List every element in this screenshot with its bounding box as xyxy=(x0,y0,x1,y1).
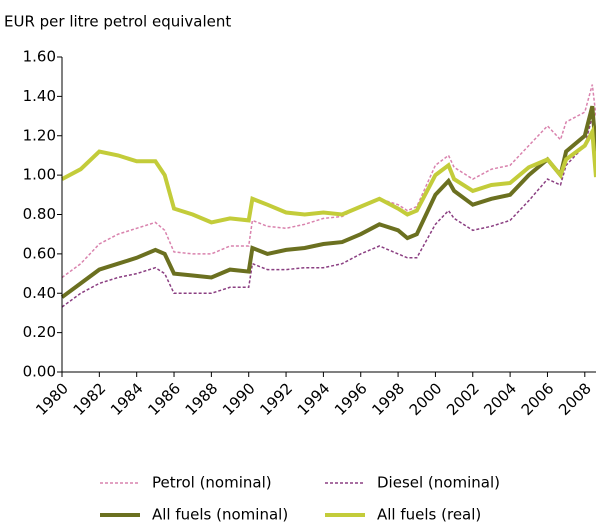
y-tick-label: 0.00 xyxy=(23,363,56,381)
x-tick-label: 1980 xyxy=(32,379,72,419)
x-tick-label: 1988 xyxy=(182,379,222,419)
legend-label: All fuels (real) xyxy=(377,506,481,523)
series-line xyxy=(60,105,596,299)
x-tick-label: 1982 xyxy=(70,379,110,419)
x-tick-label: 1990 xyxy=(219,379,259,419)
legend-label: Petrol (nominal) xyxy=(152,474,272,492)
x-tick-label: 1996 xyxy=(331,379,371,419)
x-tick-label: 1984 xyxy=(107,379,147,419)
y-axis-label: EUR per litre petrol equivalent xyxy=(4,13,231,31)
series-line xyxy=(61,115,596,308)
series-line xyxy=(61,124,596,225)
x-tick-label: 2000 xyxy=(406,379,446,419)
x-tick-label: 2002 xyxy=(443,379,483,419)
y-tick-label: 0.60 xyxy=(23,244,56,262)
x-tick-label: 1986 xyxy=(144,379,184,419)
y-tick-label: 1.20 xyxy=(23,126,56,144)
y-tick-label: 0.40 xyxy=(23,284,56,302)
y-tick-label: 1.60 xyxy=(23,48,56,66)
y-tick-label: 1.00 xyxy=(23,166,56,184)
x-tick-label: 2006 xyxy=(518,379,558,419)
x-tick-label: 2004 xyxy=(480,379,520,419)
x-tick-label: 1998 xyxy=(368,379,408,419)
legend-label: All fuels (nominal) xyxy=(152,506,288,523)
series-line xyxy=(61,84,596,279)
x-tick-label: 1992 xyxy=(256,379,296,419)
x-tick-label: 2008 xyxy=(555,379,595,419)
x-tick-label: 1994 xyxy=(294,379,334,419)
y-tick-label: 0.80 xyxy=(23,205,56,223)
y-tick-label: 1.40 xyxy=(23,87,56,105)
y-tick-label: 0.20 xyxy=(23,323,56,341)
legend-label: Diesel (nominal) xyxy=(377,474,500,492)
